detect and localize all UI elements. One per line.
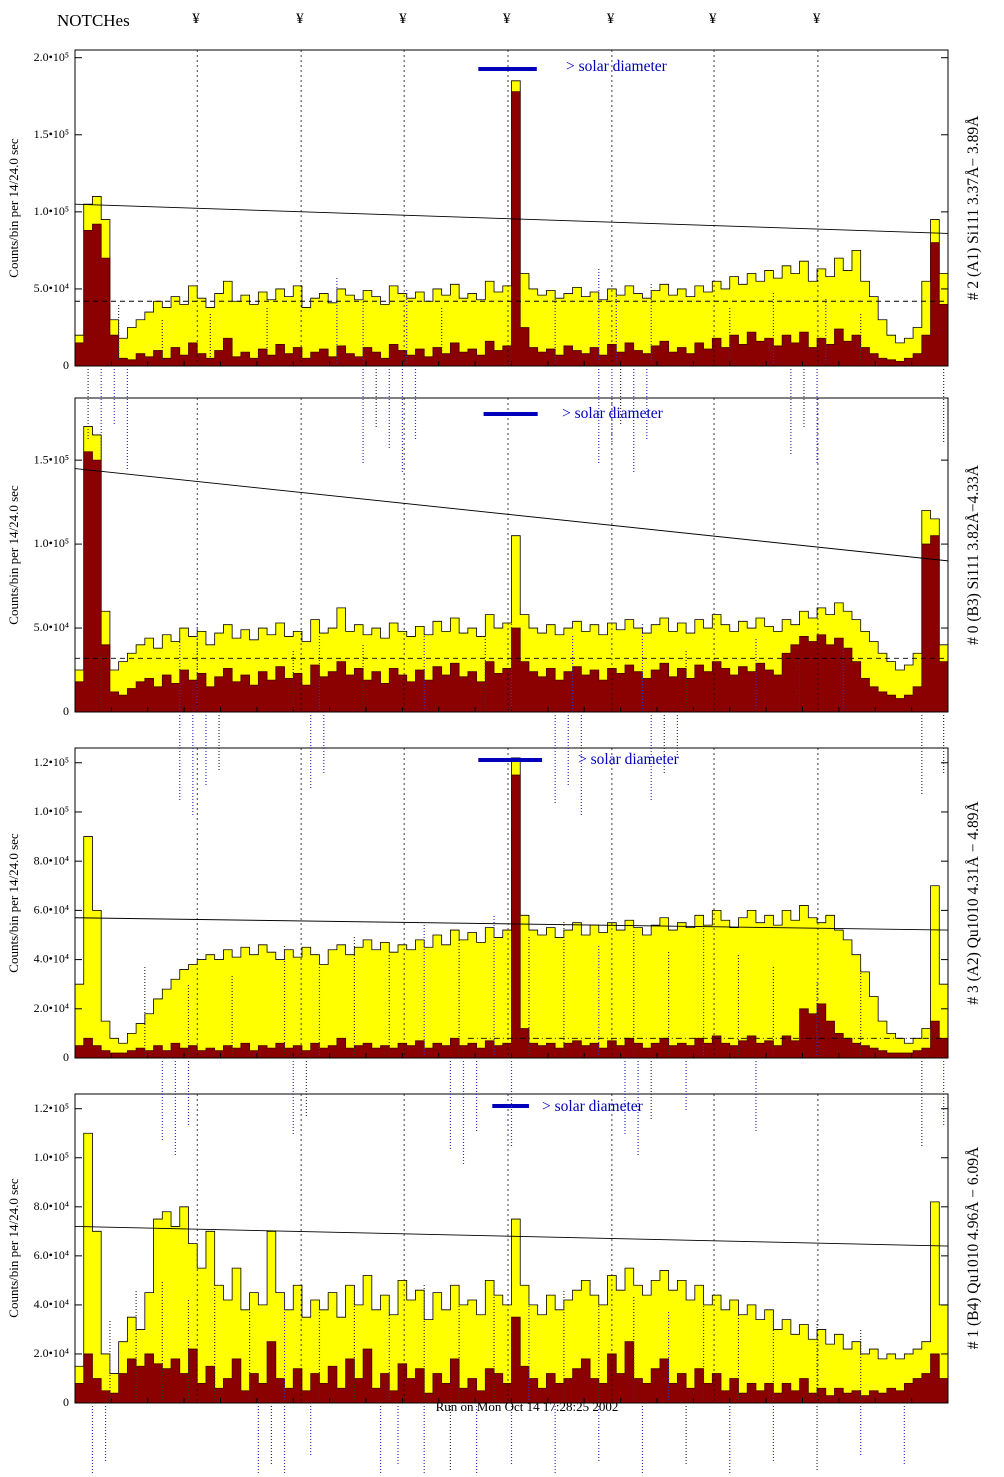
y-axis-label-panel-4: Counts/bin per 14/24.0 sec — [6, 1178, 21, 1318]
notches-label: NOTCHes — [57, 11, 130, 30]
solar-diameter-label-panel-3: > solar diameter — [578, 751, 679, 768]
solar-diameter-label-panel-4: > solar diameter — [542, 1098, 643, 1115]
solar-diameter-label-panel-1: > solar diameter — [566, 58, 667, 75]
y-axis-label-panel-1: Counts/bin per 14/24.0 sec — [6, 138, 21, 278]
detector-label-panel-4: # 1 (B4) Qu1010 4.96Å − 6.09Å — [965, 1146, 982, 1350]
notch-symbol: ¥ — [503, 11, 511, 27]
notch-symbol: ¥ — [606, 11, 615, 27]
detector-label-panel-1: # 2 (A1) Si111 3.37Å− 3.89Å — [965, 115, 982, 301]
y-axis-label-panel-2: Counts/bin per 14/24.0 sec — [6, 485, 21, 625]
y-axis-label-panel-3: Counts/bin per 14/24.0 sec — [6, 833, 21, 973]
detector-label-panel-3: # 3 (A2) Qu1010 4.31Å − 4.89Å — [965, 801, 982, 1005]
run-timestamp: Run on Mon Oct 14 17:28:25 2002 — [435, 1399, 619, 1414]
notch-symbol: ¥ — [399, 11, 407, 27]
solar-diameter-label-panel-2: > solar diameter — [562, 405, 663, 422]
notch-symbol: ¥ — [709, 11, 717, 27]
notch-symbol: ¥ — [812, 11, 821, 27]
notch-symbol: ¥ — [296, 11, 304, 27]
detector-label-panel-2: # 0 (B3) Si111 3.82Å−4.33Å — [965, 465, 982, 645]
notch-symbol: ¥ — [192, 11, 200, 27]
